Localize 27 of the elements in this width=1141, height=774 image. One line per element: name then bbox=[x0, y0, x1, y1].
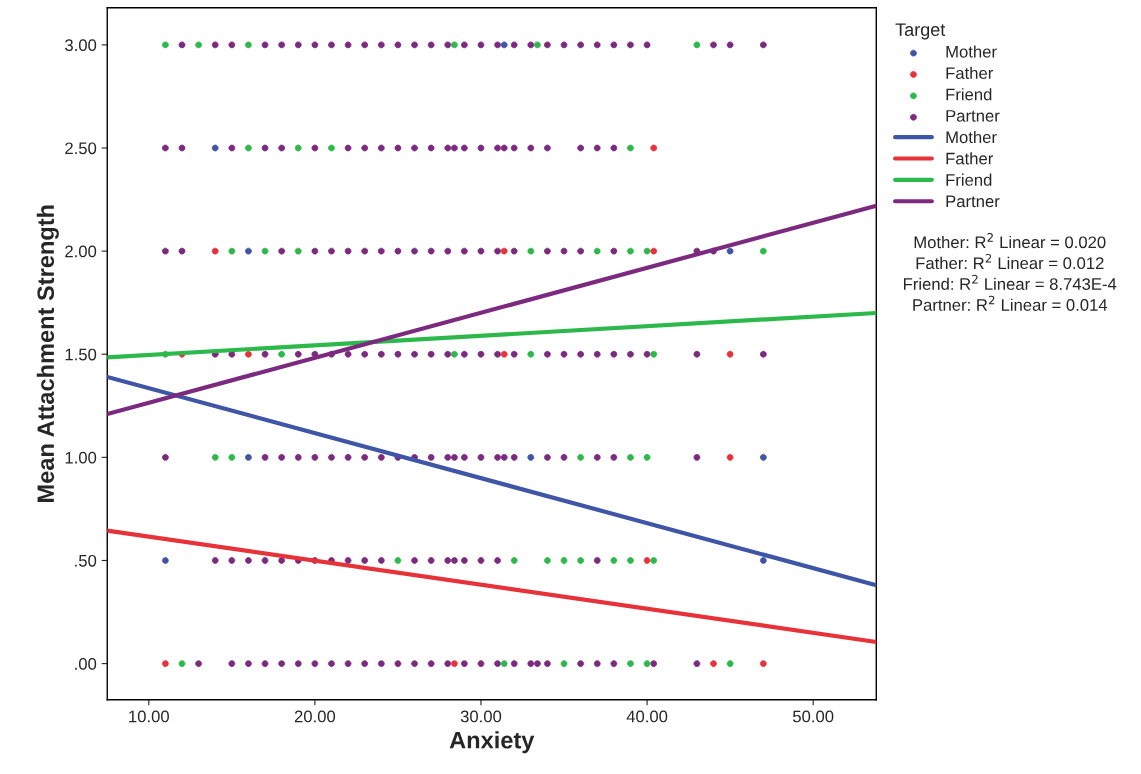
legend-label: Friend bbox=[946, 173, 992, 186]
legend-label: Friend bbox=[946, 88, 992, 101]
legend-label: Mother bbox=[946, 130, 997, 144]
legend-label: Father bbox=[946, 66, 994, 80]
y-tick-label: 1.00 bbox=[65, 451, 97, 464]
text: Father: R$^{2}$ Linear = 0.012 bbox=[916, 253, 1104, 270]
y-tick-label: 2.50 bbox=[65, 142, 97, 155]
x-tick-label: 30.00 bbox=[460, 710, 502, 723]
legend-title: Target bbox=[895, 23, 946, 40]
x-tick-label: 10.00 bbox=[129, 710, 169, 723]
y-axis-title: Mean Attachment Strength bbox=[36, 205, 59, 502]
x-tick-label: 40.00 bbox=[626, 710, 668, 723]
y-tick-label: .50 bbox=[75, 554, 97, 567]
x-axis-title: Anxiety bbox=[449, 731, 535, 754]
x-tick-label: 20.00 bbox=[294, 710, 336, 723]
y-tick-label: 1.50 bbox=[65, 348, 97, 361]
text: Friend: R$^{2}$ Linear = 8.743E-4 bbox=[903, 274, 1117, 290]
y-tick-label: 2.00 bbox=[65, 245, 97, 258]
legend-label: Partner bbox=[946, 195, 1000, 208]
y-tick-label: 3.00 bbox=[65, 39, 97, 52]
x-tick-label: 50.00 bbox=[792, 710, 834, 723]
legend-label: Partner bbox=[946, 110, 1000, 122]
legend-label: Father bbox=[946, 152, 994, 165]
legend-label: Mother bbox=[946, 45, 997, 58]
y-tick-label: .00 bbox=[75, 658, 97, 670]
text: Partner: R$^{2}$ Linear = 0.014 bbox=[913, 295, 1108, 311]
text: Mother: R$^{2}$ Linear = 0.020 bbox=[914, 232, 1106, 249]
